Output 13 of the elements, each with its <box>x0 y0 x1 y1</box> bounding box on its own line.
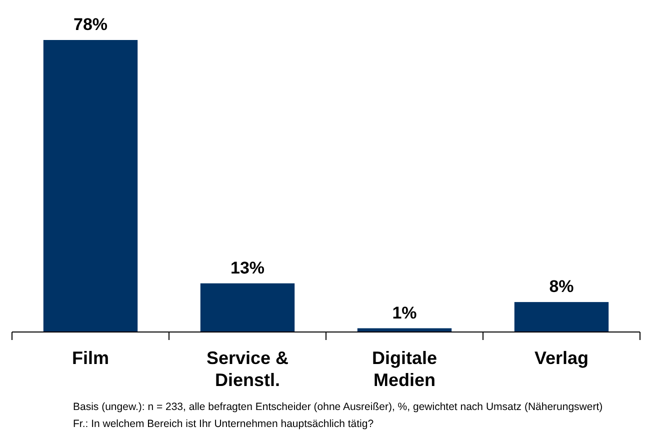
text: Basis (ungew.): n = 233, alle befragten Entscheider (ohne Ausreißer), %, gewichtet nach Umsatz (Näherungswert) <box>73 401 603 413</box>
bar <box>514 302 609 332</box>
data-label: 8% <box>549 277 574 296</box>
x-tick-label: Film <box>72 348 110 368</box>
bar <box>200 283 295 332</box>
text: Fr.: In welchem Bereich ist Ihr Unternehmen hauptsächlich tätig? <box>73 418 374 430</box>
data-label: 1% <box>392 303 417 322</box>
x-tick-label: Digitale Medien <box>372 348 438 390</box>
bar <box>43 40 138 332</box>
data-label: 13% <box>230 258 265 278</box>
x-tick-label: Service & Dienstl. <box>206 348 289 390</box>
data-label: 78% <box>73 15 108 34</box>
x-tick-label: Verlag <box>534 348 589 368</box>
